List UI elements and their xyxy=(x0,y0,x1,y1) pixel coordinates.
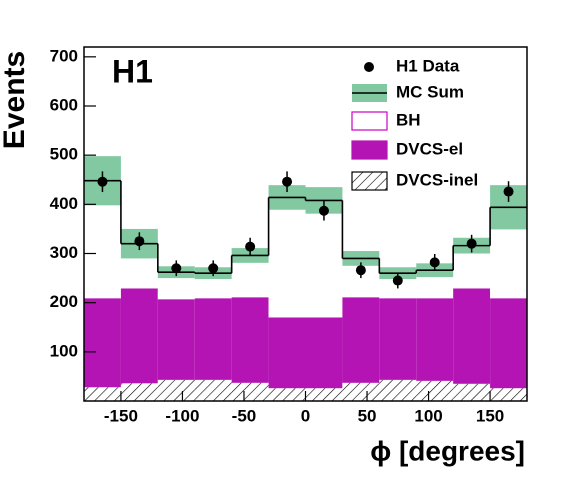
stack-bar xyxy=(231,297,269,383)
y-axis-label: Events xyxy=(0,51,31,149)
x-axis-label: ϕ [degrees] xyxy=(370,435,525,466)
x-tick-label: 150 xyxy=(476,406,504,425)
stack-bar xyxy=(120,288,158,384)
data-point xyxy=(134,236,145,247)
stack-bar xyxy=(194,379,232,401)
x-tick-label: -150 xyxy=(104,406,138,425)
data-point xyxy=(97,176,108,187)
stack-bar xyxy=(84,298,121,388)
legend-marker xyxy=(351,111,388,131)
data-point xyxy=(282,176,293,187)
data-point xyxy=(466,238,477,249)
data-point xyxy=(429,257,440,268)
stack-bar xyxy=(416,298,454,381)
data-point xyxy=(392,275,403,286)
data-point xyxy=(355,265,366,276)
stack-bar xyxy=(490,298,527,389)
data-point xyxy=(171,263,182,274)
stack-bar xyxy=(305,317,343,389)
stack-bar xyxy=(120,383,158,401)
stack-bar xyxy=(268,197,306,318)
x-tick-label: -50 xyxy=(232,406,257,425)
y-tick-label: 300 xyxy=(50,243,78,262)
legend-label: DVCS-el xyxy=(396,139,463,158)
stack-bar xyxy=(268,388,306,401)
stack-bar xyxy=(157,379,195,401)
stack-bar xyxy=(342,382,380,401)
x-tick-label: -100 xyxy=(165,406,199,425)
stack-bar xyxy=(194,298,232,380)
stack-bar xyxy=(84,387,121,401)
stack-bar xyxy=(379,298,417,380)
legend-label: DVCS-inel xyxy=(396,170,478,189)
y-tick-label: 600 xyxy=(50,95,78,114)
y-tick-label: 500 xyxy=(50,145,78,164)
legend-label: H1 Data xyxy=(396,56,460,75)
experiment-label: H1 xyxy=(112,53,153,89)
stack-bar xyxy=(379,379,417,401)
stack-bar xyxy=(305,388,343,401)
legend-marker xyxy=(364,62,374,72)
legend-label: MC Sum xyxy=(396,82,464,101)
stack-bar xyxy=(342,297,380,383)
legend-label: BH xyxy=(396,110,421,129)
stack-bar xyxy=(490,388,527,401)
x-tick-label: 50 xyxy=(358,406,377,425)
stack-bar xyxy=(453,288,491,384)
x-tick-label: 100 xyxy=(414,406,442,425)
y-tick-label: 100 xyxy=(50,341,78,360)
x-tick-label: 0 xyxy=(301,406,310,425)
stack-bar xyxy=(268,317,306,389)
legend-marker xyxy=(351,171,388,191)
stack-bar xyxy=(453,383,491,401)
data-point xyxy=(318,205,329,216)
legend-marker xyxy=(351,140,388,160)
data-point xyxy=(208,263,219,274)
y-tick-label: 400 xyxy=(50,194,78,213)
y-tick-label: 700 xyxy=(50,46,78,65)
stack-bar xyxy=(416,380,454,401)
stack-bar xyxy=(231,382,269,401)
y-tick-label: 200 xyxy=(50,292,78,311)
data-point xyxy=(245,241,256,252)
stack-bar xyxy=(157,299,195,380)
data-point xyxy=(503,186,514,197)
